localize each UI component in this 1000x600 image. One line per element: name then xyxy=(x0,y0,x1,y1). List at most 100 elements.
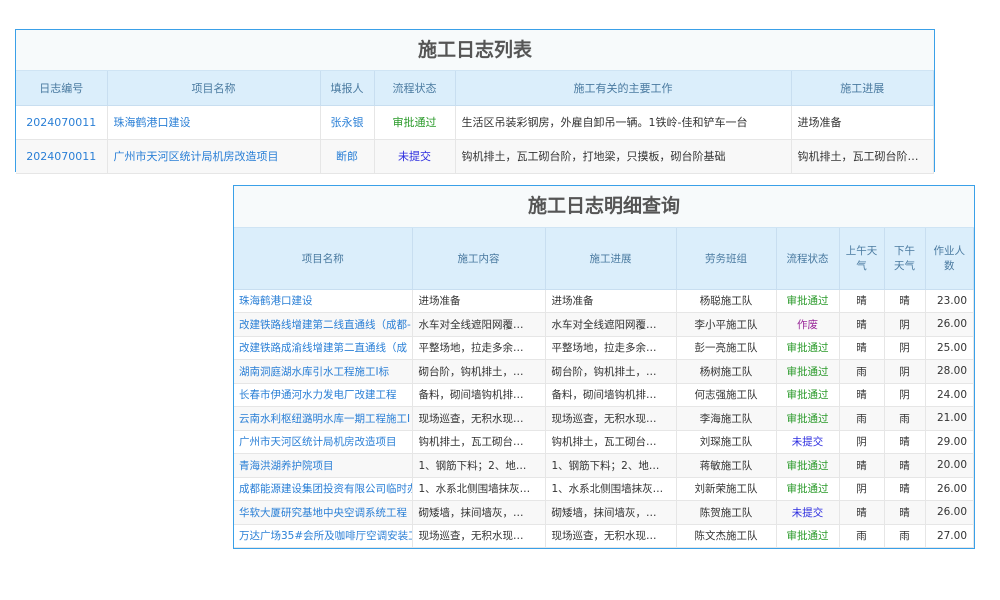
workers-cell: 27.00 xyxy=(925,524,974,548)
workers-cell: 23.00 xyxy=(925,289,974,313)
team-cell: 李小平施工队 xyxy=(676,312,777,337)
pm-weather-cell: 阴 xyxy=(884,336,926,360)
project-name-link[interactable]: 广州市天河区统计局机房改造项目 xyxy=(107,139,321,174)
progress-cell: 现场巡查，无积水现… xyxy=(545,524,677,548)
column-header[interactable]: 项目名称 xyxy=(107,71,321,106)
column-header[interactable]: 上午天气 xyxy=(839,228,885,290)
content-cell: 现场巡查，无积水现… xyxy=(412,524,546,548)
column-header[interactable]: 流程状态 xyxy=(776,228,840,290)
table-row[interactable]: 改建铁路成渝线增建第二直通线（成 平整场地，拉走多余… 平整场地，拉走多余… 彭一亮施… xyxy=(234,336,974,360)
project-name-link[interactable]: 广州市天河区统计局机房改造项目 xyxy=(234,430,413,454)
table-row[interactable]: 长春市伊通河水力发电厂改建工程 备料，砌间墙钩机排… 备料，砌间墙钩机排… 何志强施工… xyxy=(234,383,974,407)
table-row[interactable]: 成都能源建设集团投资有限公司临时办 1、水系北侧围墙抹灰… 1、水系北侧围墙抹灰… 刘… xyxy=(234,477,974,501)
pm-weather-cell: 晴 xyxy=(884,477,926,501)
table-row[interactable]: 广州市天河区统计局机房改造项目 钩机排土，瓦工砌台… 钩机排土，瓦工砌台… 刘琛施工队… xyxy=(234,430,974,454)
project-name-link[interactable]: 珠海鹤港口建设 xyxy=(234,289,413,313)
column-header[interactable]: 施工进展 xyxy=(545,228,677,290)
workers-cell: 21.00 xyxy=(925,406,974,431)
pm-weather-cell: 晴 xyxy=(884,289,926,313)
status-badge: 审批通过 xyxy=(776,336,840,360)
am-weather-cell: 雨 xyxy=(839,524,885,548)
workers-cell: 20.00 xyxy=(925,453,974,478)
content-cell: 进场准备 xyxy=(412,289,546,313)
table-row[interactable]: 万达广场35#会所及咖啡厅空调安装工 现场巡查，无积水现… 现场巡查，无积水现… 陈文… xyxy=(234,524,974,548)
progress-cell: 水车对全线遮阳网覆… xyxy=(545,312,677,337)
workers-cell: 29.00 xyxy=(925,430,974,454)
project-name-link[interactable]: 湖南洞庭湖水库引水工程施工I标 xyxy=(234,359,413,384)
project-name-link[interactable]: 改建铁路成渝线增建第二直通线（成 xyxy=(234,336,413,360)
am-weather-cell: 雨 xyxy=(839,359,885,384)
status-badge: 未提交 xyxy=(374,139,456,174)
status-badge: 审批通过 xyxy=(776,359,840,384)
team-cell: 李海施工队 xyxy=(676,406,777,431)
am-weather-cell: 晴 xyxy=(839,453,885,478)
table-row[interactable]: 湖南洞庭湖水库引水工程施工I标 砌台阶，钩机排土，… 砌台阶，钩机排土，… 杨树施工队… xyxy=(234,359,974,384)
progress-cell: 现场巡查，无积水现… xyxy=(545,406,677,431)
column-header[interactable]: 劳务班组 xyxy=(676,228,777,290)
am-weather-cell: 晴 xyxy=(839,383,885,407)
project-name-link[interactable]: 改建铁路线增建第二线直通线（成都- xyxy=(234,312,413,337)
table-row[interactable]: 2024070011 广州市天河区统计局机房改造项目 断郎 未提交 钩机排土，瓦工砌台阶… xyxy=(16,139,934,174)
reporter-link[interactable]: 张永银 xyxy=(320,105,375,140)
progress-cell: 砌台阶，钩机排土，… xyxy=(545,359,677,384)
column-header[interactable]: 施工有关的主要工作 xyxy=(455,71,792,106)
log-detail-title: 施工日志明细查询 xyxy=(234,186,974,228)
column-header[interactable]: 项目名称 xyxy=(234,228,413,290)
content-cell: 1、水系北侧围墙抹灰… xyxy=(412,477,546,501)
team-cell: 刘新荣施工队 xyxy=(676,477,777,501)
status-badge: 未提交 xyxy=(776,430,840,454)
column-header[interactable]: 流程状态 xyxy=(374,71,456,106)
am-weather-cell: 晴 xyxy=(839,500,885,525)
am-weather-cell: 晴 xyxy=(839,336,885,360)
progress-cell: 钩机排土，瓦工砌台阶基础 xyxy=(791,139,934,174)
reporter-link[interactable]: 断郎 xyxy=(320,139,375,174)
log-list-panel: 施工日志列表 日志编号 项目名称 填报人 流程状态 施工有关的主要工作 施工进展 2024… xyxy=(15,29,935,174)
status-badge: 审批通过 xyxy=(776,406,840,431)
team-cell: 彭一亮施工队 xyxy=(676,336,777,360)
table-row[interactable]: 华软大厦研究基地中央空调系统工程 砌矮墙，抹间墙灰，… 砌矮墙，抹间墙灰，… 陈贺施工… xyxy=(234,500,974,525)
log-list-title: 施工日志列表 xyxy=(16,30,934,71)
project-name-link[interactable]: 成都能源建设集团投资有限公司临时办 xyxy=(234,477,413,501)
table-row[interactable]: 改建铁路线增建第二线直通线（成都- 水车对全线遮阳网覆… 水车对全线遮阳网覆… 李小平… xyxy=(234,312,974,337)
project-name-link[interactable]: 珠海鹤港口建设 xyxy=(107,105,321,140)
log-id-link[interactable]: 2024070011 xyxy=(16,105,108,140)
pm-weather-cell: 阴 xyxy=(884,359,926,384)
team-cell: 杨树施工队 xyxy=(676,359,777,384)
table-row[interactable]: 云南水利枢纽潞明水库一期工程施工I 现场巡查，无积水现… 现场巡查，无积水现… 李海施… xyxy=(234,406,974,431)
team-cell: 杨聪施工队 xyxy=(676,289,777,313)
project-name-link[interactable]: 万达广场35#会所及咖啡厅空调安装工 xyxy=(234,524,413,548)
table-row[interactable]: 2024070011 珠海鹤港口建设 张永银 审批通过 生活区吊装彩钢房，外雇自卸吊一辆… xyxy=(16,105,934,140)
content-cell: 备料，砌间墙钩机排… xyxy=(412,383,546,407)
log-detail-panel: 施工日志明细查询 项目名称 施工内容 施工进展 劳务班组 流程状态 上午天气 下午天气 作业人… xyxy=(233,185,975,549)
progress-cell: 备料，砌间墙钩机排… xyxy=(545,383,677,407)
status-badge: 审批通过 xyxy=(776,289,840,313)
table-row[interactable]: 珠海鹤港口建设 进场准备 进场准备 杨聪施工队 审批通过晴晴 23.00 xyxy=(234,289,974,313)
content-cell: 钩机排土，瓦工砌台… xyxy=(412,430,546,454)
pm-weather-cell: 雨 xyxy=(884,406,926,431)
pm-weather-cell: 雨 xyxy=(884,524,926,548)
team-cell: 陈文杰施工队 xyxy=(676,524,777,548)
table-row[interactable]: 青海洪湖养护院项目 1、钢筋下料；2、地… 1、钢筋下料；2、地… 蒋敏施工队 审批通过… xyxy=(234,453,974,478)
pm-weather-cell: 阴 xyxy=(884,383,926,407)
am-weather-cell: 雨 xyxy=(839,406,885,431)
content-cell: 砌矮墙，抹间墙灰，… xyxy=(412,500,546,525)
column-header[interactable]: 施工进展 xyxy=(791,71,934,106)
pm-weather-cell: 阴 xyxy=(884,312,926,337)
workers-cell: 26.00 xyxy=(925,477,974,501)
status-badge: 审批通过 xyxy=(776,524,840,548)
column-header[interactable]: 填报人 xyxy=(320,71,375,106)
status-badge: 审批通过 xyxy=(776,477,840,501)
column-header[interactable]: 作业人数 xyxy=(925,228,974,290)
column-header[interactable]: 施工内容 xyxy=(412,228,546,290)
project-name-link[interactable]: 华软大厦研究基地中央空调系统工程 xyxy=(234,500,413,525)
column-header[interactable]: 下午天气 xyxy=(884,228,926,290)
content-cell: 现场巡查，无积水现… xyxy=(412,406,546,431)
project-name-link[interactable]: 长春市伊通河水力发电厂改建工程 xyxy=(234,383,413,407)
content-cell: 水车对全线遮阳网覆… xyxy=(412,312,546,337)
project-name-link[interactable]: 云南水利枢纽潞明水库一期工程施工I xyxy=(234,406,413,431)
content-cell: 平整场地，拉走多余… xyxy=(412,336,546,360)
workers-cell: 26.00 xyxy=(925,500,974,525)
log-id-link[interactable]: 2024070011 xyxy=(16,139,108,174)
column-header[interactable]: 日志编号 xyxy=(16,71,108,106)
project-name-link[interactable]: 青海洪湖养护院项目 xyxy=(234,453,413,478)
